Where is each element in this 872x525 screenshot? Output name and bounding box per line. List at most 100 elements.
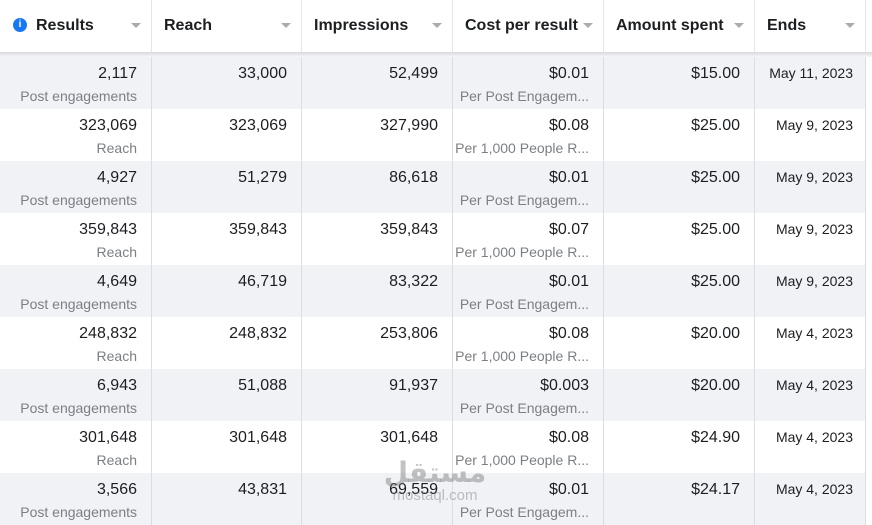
cost-label: Per 1,000 People R... (455, 244, 589, 260)
cost-cell: $0.08 Per 1,000 People R... (453, 317, 604, 369)
column-header[interactable]: Cost per result (453, 0, 604, 52)
reach-value: 301,648 (229, 429, 287, 446)
ends-value: May 9, 2023 (775, 117, 853, 133)
results-label: Reach (96, 452, 137, 468)
results-cell: 4,649 Post engagements (0, 265, 152, 317)
impressions-cell: 359,843 (302, 213, 453, 265)
impressions-cell: 86,618 (302, 161, 453, 213)
results-label: Post engagements (20, 504, 137, 520)
table-row: 3,566 Post engagements 43,831 69,559 $0.01 Pe… (0, 473, 866, 525)
amount-value: $24.90 (691, 429, 740, 446)
reach-cell: 46,719 (152, 265, 302, 317)
amount-cell: $25.00 (604, 161, 755, 213)
cost-cell: $0.01 Per Post Engagem... (453, 265, 604, 317)
results-value: 323,069 (79, 117, 137, 134)
column-title: Ends (767, 17, 807, 34)
table-row: 4,927 Post engagements 51,279 86,618 $0.01 Pe… (0, 161, 866, 213)
sort-arrow[interactable] (432, 23, 442, 28)
cost-cell: $0.01 Per Post Engagem... (453, 161, 604, 213)
cost-value: $0.01 (548, 273, 589, 290)
impressions-value: 91,937 (389, 377, 438, 394)
impressions-value: 301,648 (380, 429, 438, 446)
results-value: 301,648 (79, 429, 137, 446)
results-value: 359,843 (79, 221, 137, 238)
ends-value: May 4, 2023 (775, 481, 853, 497)
reach-value: 46,719 (238, 273, 287, 290)
column-header[interactable]: i Results (0, 0, 152, 52)
amount-cell: $20.00 (604, 369, 755, 421)
amount-value: $15.00 (691, 65, 740, 82)
results-cell: 3,566 Post engagements (0, 473, 152, 525)
results-cell: 4,927 Post engagements (0, 161, 152, 213)
cost-cell: $0.003 Per Post Engagem... (453, 369, 604, 421)
cost-cell: $0.07 Per 1,000 People R... (453, 213, 604, 265)
impressions-cell: 69,559 (302, 473, 453, 525)
impressions-cell: 301,648 (302, 421, 453, 473)
impressions-value: 253,806 (380, 325, 438, 342)
cost-label: Per 1,000 People R... (455, 348, 589, 364)
ends-cell: May 4, 2023 (755, 421, 866, 473)
table-row: 4,649 Post engagements 46,719 83,322 $0.01 Pe… (0, 265, 866, 317)
table-row: 323,069 Reach 323,069 327,990 $0.08 Per 1,000… (0, 109, 866, 161)
results-label: Post engagements (20, 88, 137, 104)
scrollbar-track (866, 57, 872, 524)
cost-value: $0.08 (548, 325, 589, 342)
column-header[interactable]: Impressions (302, 0, 453, 52)
amount-cell: $15.00 (604, 57, 755, 109)
ends-value: May 4, 2023 (775, 325, 853, 341)
amount-cell: $25.00 (604, 109, 755, 161)
reach-cell: 301,648 (152, 421, 302, 473)
reach-cell: 323,069 (152, 109, 302, 161)
ends-value: May 11, 2023 (769, 65, 853, 81)
ends-value: May 9, 2023 (775, 169, 853, 185)
amount-value: $20.00 (691, 325, 740, 342)
header-shadow (0, 52, 872, 57)
amount-value: $25.00 (691, 273, 740, 290)
results-cell: 301,648 Reach (0, 421, 152, 473)
ends-cell: May 11, 2023 (755, 57, 866, 109)
column-title: Results (36, 17, 94, 34)
reach-value: 43,831 (238, 481, 287, 498)
results-cell: 359,843 Reach (0, 213, 152, 265)
results-cell: 323,069 Reach (0, 109, 152, 161)
ends-cell: May 9, 2023 (755, 109, 866, 161)
sort-arrow[interactable] (131, 23, 141, 28)
cost-value: $0.003 (540, 377, 589, 394)
reach-cell: 359,843 (152, 213, 302, 265)
column-header[interactable]: Amount spent (604, 0, 755, 52)
amount-value: $20.00 (691, 377, 740, 394)
reach-value: 51,088 (238, 377, 287, 394)
impressions-cell: 52,499 (302, 57, 453, 109)
impressions-value: 86,618 (389, 169, 438, 186)
sort-arrow[interactable] (583, 23, 593, 28)
column-header[interactable]: Ends (755, 0, 866, 52)
impressions-value: 327,990 (380, 117, 438, 134)
column-title: Impressions (314, 17, 409, 34)
table-row: 2,117 Post engagements 33,000 52,499 $0.01 Pe… (0, 57, 866, 109)
cost-label: Per Post Engagem... (459, 504, 589, 520)
sort-arrow[interactable] (734, 23, 744, 28)
results-value: 6,943 (96, 377, 137, 394)
column-header[interactable]: Reach (152, 0, 302, 52)
reach-cell: 51,279 (152, 161, 302, 213)
ends-value: May 4, 2023 (775, 377, 853, 393)
ends-cell: May 4, 2023 (755, 369, 866, 421)
table-row: 248,832 Reach 248,832 253,806 $0.08 Per 1,000… (0, 317, 866, 369)
sort-arrow[interactable] (845, 23, 855, 28)
amount-cell: $24.90 (604, 421, 755, 473)
ends-cell: May 9, 2023 (755, 265, 866, 317)
reach-value: 33,000 (238, 65, 287, 82)
ends-cell: May 9, 2023 (755, 161, 866, 213)
cost-value: $0.08 (548, 117, 589, 134)
reach-value: 323,069 (229, 117, 287, 134)
cost-label: Per 1,000 People R... (455, 140, 589, 156)
table-row: 301,648 Reach 301,648 301,648 $0.08 Per 1,000… (0, 421, 866, 473)
ends-cell: May 9, 2023 (755, 213, 866, 265)
cost-cell: $0.01 Per Post Engagem... (453, 57, 604, 109)
amount-cell: $24.17 (604, 473, 755, 525)
results-label: Reach (96, 244, 137, 260)
amount-value: $24.17 (691, 481, 740, 498)
ends-cell: May 4, 2023 (755, 473, 866, 525)
sort-arrow[interactable] (281, 23, 291, 28)
